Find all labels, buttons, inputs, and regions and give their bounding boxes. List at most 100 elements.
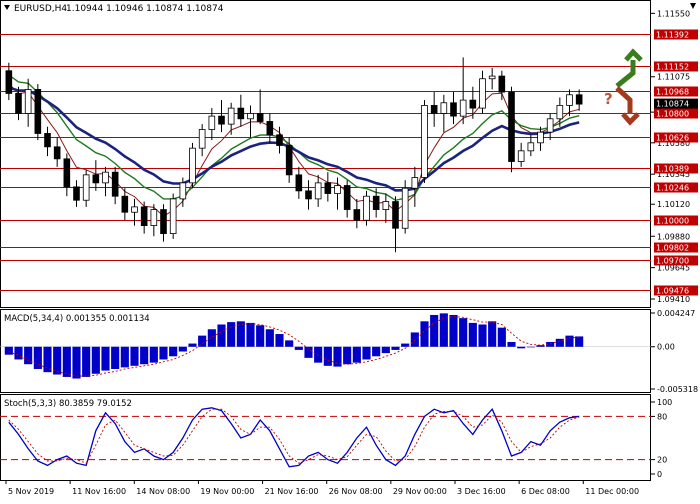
price-panel[interactable] (0, 0, 651, 308)
candle-body (450, 102, 457, 117)
candle (276, 126, 283, 154)
macd-title: MACD(5,34,4) 0.001355 0.001134 (4, 314, 150, 324)
level-label: 1.09700 (656, 257, 689, 266)
stoch-panel[interactable] (0, 394, 651, 481)
candle (479, 70, 486, 114)
macd-bar (4, 346, 13, 355)
time-label: 19 Nov 00:00 (200, 487, 254, 496)
level-label: 1.09476 (656, 287, 689, 296)
candle-body (566, 94, 573, 106)
candle (140, 201, 148, 234)
candle (24, 78, 32, 127)
candle (247, 105, 254, 138)
macd-bar (265, 329, 274, 347)
macd-bar (343, 346, 352, 365)
candle-body (5, 70, 13, 94)
candle-body (508, 91, 515, 162)
time-axis: 5 Nov 2019 11 Nov 16:00 14 Nov 08:00 19 Nov… (5, 480, 639, 496)
level-label: 1.09802 (656, 244, 689, 253)
candle (498, 70, 506, 101)
macd-bar (246, 322, 255, 347)
macd-bar (120, 346, 129, 368)
level-label-box (654, 215, 698, 226)
price-tick-label: 1.11075 (657, 73, 690, 82)
candle-body (179, 182, 187, 200)
candle (314, 174, 322, 207)
macd-bar (304, 346, 313, 358)
level-label: 1.10246 (656, 184, 689, 193)
macd-bar (217, 324, 226, 347)
level-label-box (654, 255, 698, 266)
price-tick-label: 1.09410 (657, 295, 690, 304)
macd-histogram (4, 313, 584, 379)
level-label-box (654, 29, 698, 40)
candle (295, 166, 303, 199)
macd-bar (91, 346, 100, 374)
candle (34, 84, 42, 141)
slow-ma-line (8, 86, 580, 192)
candle (169, 193, 177, 239)
price-tick-label: 1.10580 (657, 139, 690, 148)
candle (44, 126, 51, 157)
macd-bar (178, 346, 187, 352)
candle (546, 113, 554, 141)
level-label-box (654, 182, 698, 193)
ohlc-values: 1.10944 1.10946 1.10874 1.10874 (66, 4, 224, 14)
candle (537, 126, 544, 151)
candle-body (218, 115, 225, 125)
candle-body (430, 105, 438, 114)
level-label: 1.10968 (656, 88, 689, 97)
candle (411, 166, 419, 207)
macd-bar (362, 346, 371, 360)
level-label-box (654, 285, 698, 296)
macd-tick-label: 0.00 (657, 343, 675, 352)
candle (92, 160, 100, 191)
down-arrow-icon (615, 86, 640, 126)
stoch-main-line (8, 407, 580, 468)
candle-body (237, 107, 245, 120)
collapse-triangle-icon[interactable] (4, 5, 10, 10)
candle-body (440, 102, 448, 114)
candle-body (150, 209, 158, 226)
candle (508, 86, 515, 173)
candle (363, 190, 370, 226)
macd-bar (391, 346, 400, 350)
candle-body (411, 177, 419, 189)
macd-bar (159, 346, 168, 360)
candle-body (189, 147, 196, 184)
time-label: 29 Nov 00:00 (393, 487, 447, 496)
macd-bar (488, 321, 497, 347)
price-axis: 1.115501.110751.108101.105801.103451.101… (651, 9, 698, 304)
level-label: 1.11392 (656, 31, 689, 40)
stoch-signal-line (8, 408, 580, 464)
candle (53, 137, 61, 167)
candle (227, 102, 235, 135)
macd-bar (82, 346, 91, 377)
candle-body (498, 75, 506, 93)
candle-body (15, 93, 22, 114)
candle-body (334, 185, 341, 194)
candle-body (527, 142, 535, 152)
candle-body (546, 118, 554, 133)
candle (82, 169, 90, 207)
candle-body (479, 78, 486, 109)
candle-body (295, 174, 303, 192)
candle (450, 92, 457, 125)
stoch-levels (0, 415, 651, 461)
candle (256, 89, 264, 125)
candle-body (73, 186, 80, 201)
candle (488, 68, 496, 90)
candle (111, 166, 119, 205)
macd-bar (459, 318, 468, 347)
candle-body (92, 174, 100, 184)
candle-body (353, 209, 361, 221)
macd-bar (410, 332, 419, 347)
time-label: 5 Nov 2019 (8, 487, 54, 496)
candle-body (324, 182, 332, 194)
candle-body (392, 201, 399, 229)
candlesticks (5, 57, 583, 253)
candle (430, 92, 438, 127)
candle (401, 180, 409, 234)
